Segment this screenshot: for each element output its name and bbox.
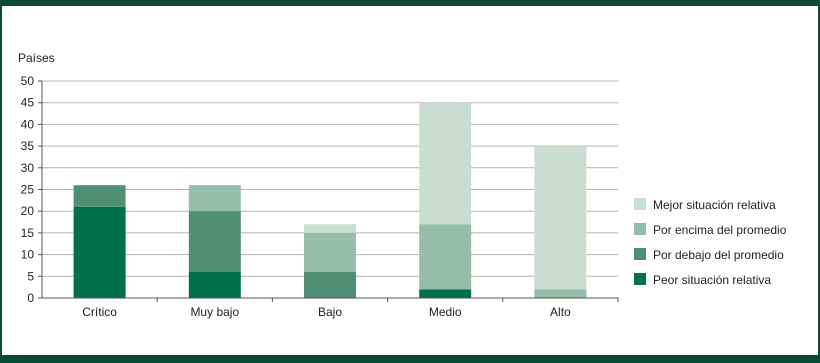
bar-segment	[419, 289, 472, 298]
frame-left-border	[0, 6, 2, 355]
bar-segment	[73, 185, 126, 207]
bar-segment	[534, 289, 587, 298]
bar-segment	[304, 271, 356, 298]
legend-label: Por encima del promedio	[653, 223, 787, 237]
y-tick-label: 50	[21, 74, 35, 88]
legend-label: Por debajo del promedio	[653, 248, 784, 262]
legend-swatch	[634, 223, 646, 235]
y-tick-label: 35	[21, 139, 35, 153]
bar-segment	[304, 224, 356, 233]
bar-segment	[188, 185, 241, 212]
legend-swatch	[634, 248, 646, 260]
axes: 0 5 10 15 20 25 30 35 40 45 50 Crítico Muy bajo Bajo M…	[21, 74, 619, 319]
y-tick-label: 25	[21, 183, 35, 197]
legend-swatch	[634, 198, 646, 210]
y-tick-label: 40	[21, 117, 35, 131]
bar-segment	[534, 146, 587, 290]
x-tick-label: Muy bajo	[190, 305, 239, 319]
frame-top-bar	[0, 0, 820, 6]
y-tick-label: 15	[21, 226, 35, 240]
x-tick-label: Medio	[429, 305, 462, 319]
bar-segment	[73, 206, 126, 298]
bar-segment	[419, 224, 472, 290]
y-tick-label: 0	[27, 291, 34, 305]
bars	[73, 102, 587, 298]
frame-bottom-bar	[0, 355, 820, 363]
bar-segment	[188, 211, 241, 272]
bar-segment	[304, 232, 356, 272]
legend-label: Mejor situación relativa	[653, 198, 776, 212]
legend-label: Peor situación relativa	[653, 273, 771, 287]
x-tick-label: Crítico	[82, 305, 117, 319]
y-tick-label: 5	[27, 269, 34, 283]
y-axis-title: Países	[18, 51, 55, 65]
x-tick-label: Bajo	[318, 305, 342, 319]
legend: Mejor situación relativa Por encima del p…	[634, 198, 787, 287]
bar-segment	[419, 102, 472, 225]
frame-right-border	[818, 6, 820, 355]
y-tick-label: 30	[21, 161, 35, 175]
grid-lines	[42, 80, 618, 277]
legend-swatch	[634, 273, 646, 285]
y-tick-label: 10	[21, 248, 35, 262]
y-tick-label: 20	[21, 204, 35, 218]
x-tick-label: Alto	[550, 305, 571, 319]
bar-segment	[188, 271, 241, 298]
y-tick-label: 45	[21, 96, 35, 110]
